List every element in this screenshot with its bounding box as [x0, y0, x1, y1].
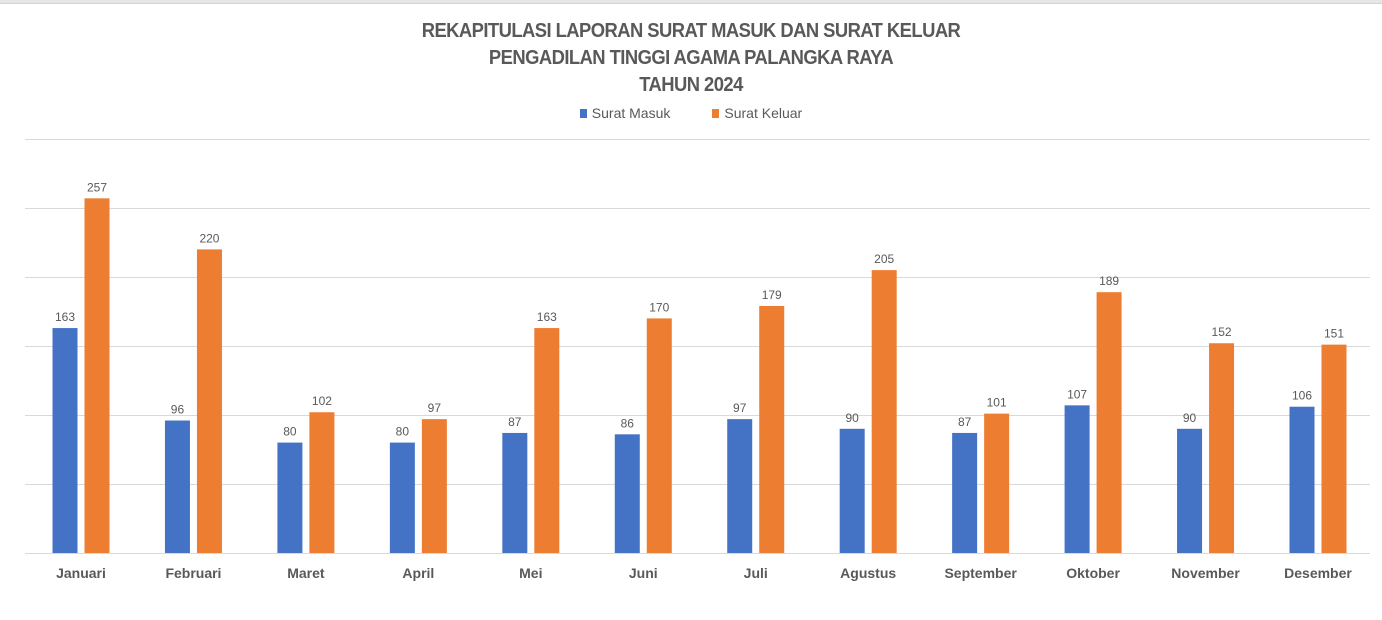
- data-label: 97: [733, 401, 747, 415]
- legend-label-surat-masuk: Surat Masuk: [591, 105, 671, 121]
- x-tick-label: April: [402, 565, 434, 581]
- data-label: 106: [1292, 389, 1312, 403]
- sheet-header-strip: [0, 0, 1382, 4]
- x-tick-label: Februari: [165, 565, 221, 581]
- data-label: 90: [1183, 411, 1197, 425]
- bar-surat-masuk: [52, 328, 78, 553]
- x-tick-label: Agustus: [840, 565, 896, 581]
- x-tick-label: November: [1171, 565, 1240, 581]
- x-tick-label: September: [944, 565, 1017, 581]
- x-tick-label: Juli: [744, 565, 768, 581]
- data-label: 97: [428, 401, 442, 415]
- bar-surat-masuk: [164, 420, 190, 553]
- chart-title-line-1: REKAPITULASI LAPORAN SURAT MASUK DAN SUR…: [421, 20, 961, 42]
- data-label: 87: [508, 415, 522, 429]
- legend-label-surat-keluar: Surat Keluar: [724, 105, 803, 121]
- data-label: 205: [874, 252, 894, 266]
- bar-surat-keluar: [196, 249, 222, 553]
- bar-surat-masuk: [727, 419, 753, 553]
- x-tick-label: Desember: [1284, 565, 1352, 581]
- data-label: 189: [1099, 274, 1119, 288]
- bar-surat-masuk: [614, 434, 640, 553]
- bar-surat-masuk: [839, 428, 865, 553]
- data-label: 86: [621, 416, 635, 430]
- bar-surat-keluar: [1096, 292, 1122, 553]
- x-tick-label: Oktober: [1066, 565, 1120, 581]
- bar-surat-masuk: [389, 442, 415, 553]
- bar-surat-masuk: [1177, 428, 1203, 553]
- chart-title-line-2: PENGADILAN TINGGI AGAMA PALANGKA RAYA: [488, 47, 894, 69]
- bar-surat-keluar: [84, 198, 110, 553]
- data-label: 163: [537, 310, 557, 324]
- legend: Surat Masuk Surat Keluar: [0, 105, 1382, 121]
- legend-swatch-surat-masuk: [579, 108, 587, 118]
- bar-surat-keluar: [309, 412, 335, 553]
- bar-surat-keluar: [646, 318, 672, 553]
- bar-surat-keluar: [1321, 344, 1347, 553]
- data-label: 102: [312, 394, 332, 408]
- data-label: 257: [87, 180, 107, 194]
- data-label: 170: [649, 300, 669, 314]
- legend-swatch-surat-keluar: [712, 108, 720, 118]
- data-label: 96: [171, 403, 185, 417]
- bar-surat-masuk: [277, 442, 303, 553]
- x-tick-label: Maret: [287, 565, 325, 581]
- x-tick-label: Mei: [519, 565, 542, 581]
- data-label: 163: [55, 310, 75, 324]
- bar-surat-keluar: [759, 305, 785, 553]
- data-label: 80: [396, 425, 410, 439]
- x-tick-label: Juni: [629, 565, 658, 581]
- data-label: 179: [762, 288, 782, 302]
- data-label: 152: [1212, 325, 1232, 339]
- bar-surat-keluar: [534, 328, 560, 553]
- bar-surat-masuk: [952, 432, 978, 553]
- chart-title-line-3: TAHUN 2024: [639, 74, 743, 96]
- legend-item-surat-keluar: Surat Keluar: [712, 105, 802, 121]
- bar-surat-keluar: [1209, 343, 1235, 553]
- data-label: 101: [987, 396, 1007, 410]
- bar-surat-keluar: [871, 270, 897, 553]
- bar-surat-masuk: [1289, 406, 1315, 553]
- legend-item-surat-masuk: Surat Masuk: [579, 105, 671, 121]
- data-label: 87: [958, 415, 972, 429]
- bar-surat-masuk: [1064, 405, 1090, 553]
- data-label: 80: [283, 425, 297, 439]
- bar-surat-masuk: [502, 432, 528, 553]
- data-label: 220: [199, 231, 219, 245]
- x-tick-label: Januari: [56, 565, 106, 581]
- bar-surat-keluar: [421, 419, 447, 553]
- data-label: 151: [1324, 327, 1344, 341]
- bar-surat-keluar: [984, 413, 1010, 553]
- data-label: 90: [846, 411, 860, 425]
- data-label: 107: [1067, 387, 1087, 401]
